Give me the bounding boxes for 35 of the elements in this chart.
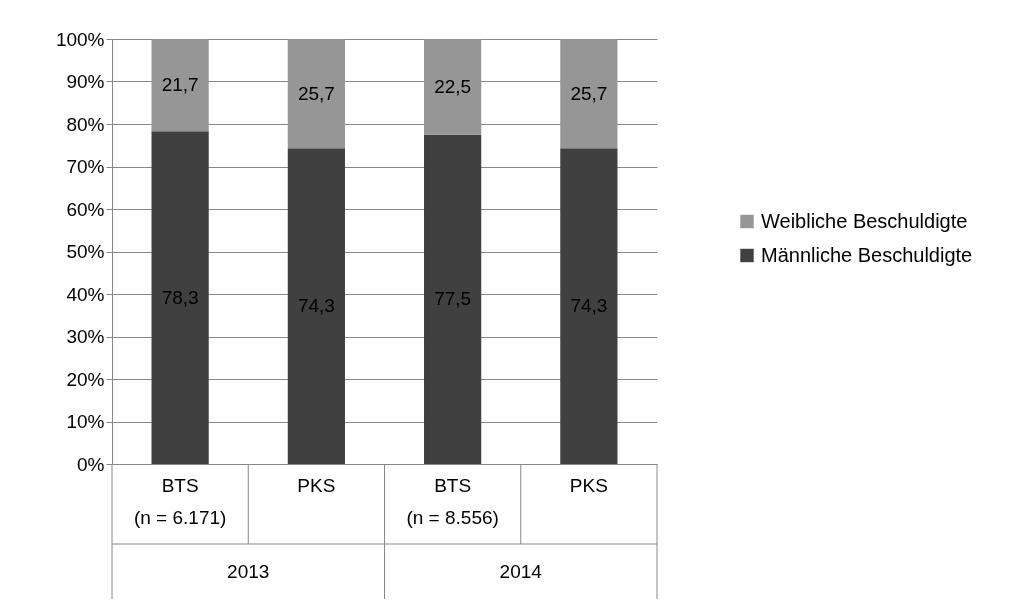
- y-tick-label: 30%: [66, 326, 105, 347]
- bar: [560, 39, 618, 149]
- data-label: 25,7: [297, 82, 335, 104]
- y-tick-label: 50%: [66, 241, 105, 262]
- bar: [560, 148, 618, 464]
- x-tick-label: PKS: [569, 474, 608, 496]
- x-tick-label: PKS: [297, 474, 336, 496]
- x-tick-label: BTS (n = 6.171): [133, 474, 227, 528]
- y-tick-label: 60%: [66, 198, 105, 220]
- y-tick-label: 80%: [66, 113, 105, 135]
- y-tick-label: 40%: [66, 283, 105, 305]
- legend-label: Weibliche Beschuldigte: [761, 209, 968, 232]
- y-tick-label: 10%: [66, 411, 105, 432]
- bar: [151, 39, 209, 132]
- y-tick-label: 90%: [66, 71, 105, 92]
- y-tick-label: 100%: [55, 28, 105, 50]
- data-label: 21,7: [161, 74, 199, 96]
- y-tick-label: 70%: [66, 156, 105, 177]
- text: 2013: [227, 561, 270, 582]
- bar: [151, 131, 209, 464]
- x-tick-label: BTS (n = 8.556): [406, 474, 499, 528]
- data-label: 74,3: [297, 295, 335, 317]
- data-label: 74,3: [570, 295, 608, 317]
- text: 2014: [499, 561, 543, 582]
- bar: [287, 39, 345, 149]
- data-label: 77,5: [434, 288, 472, 310]
- legend-label: Männliche Beschuldigte: [761, 243, 973, 266]
- bar: [287, 148, 345, 464]
- bar: [424, 134, 482, 464]
- data-label: 22,5: [434, 75, 472, 97]
- bar: [424, 39, 482, 135]
- y-tick-label: 0%: [77, 453, 105, 475]
- y-tick-label: 20%: [66, 368, 105, 390]
- data-label: 78,3: [161, 286, 199, 308]
- data-label: 25,7: [570, 82, 608, 104]
